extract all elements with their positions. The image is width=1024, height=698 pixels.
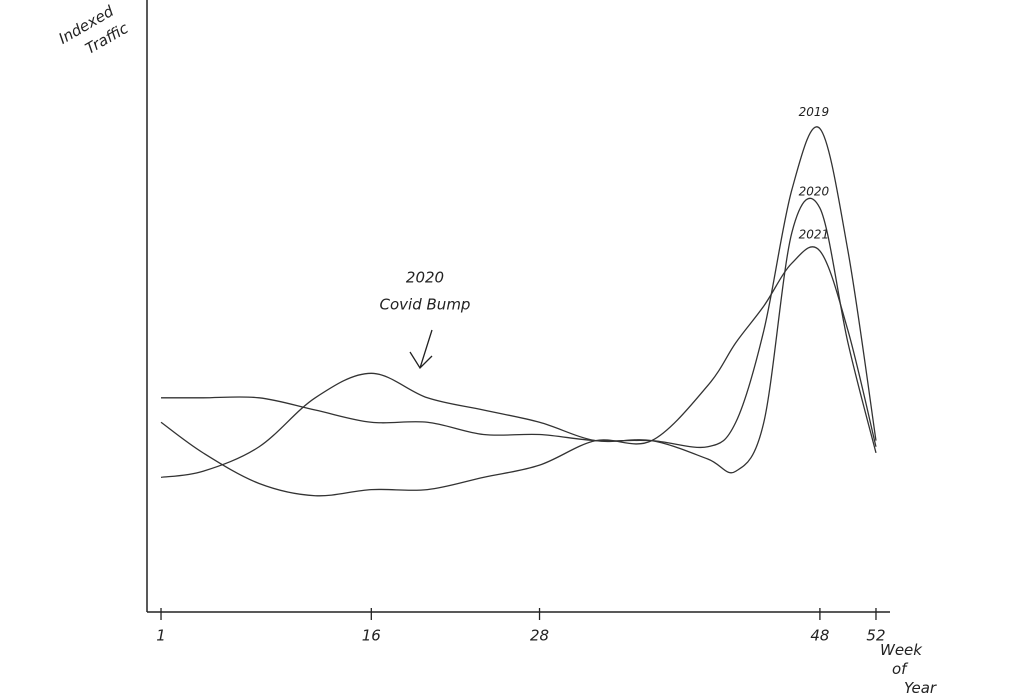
y-axis-label-text: IndexedTraffic	[55, 0, 132, 66]
annotation: 2020	[406, 269, 444, 287]
x-tick-label: 52	[866, 627, 885, 645]
series-line	[161, 126, 877, 449]
x-tick-label: 48	[810, 627, 829, 645]
series-label: 2021	[799, 227, 830, 241]
y-axis-label: IndexedTraffic	[55, 0, 132, 66]
x-tick-label: 1	[156, 627, 166, 645]
annotation-arrow	[409, 329, 433, 370]
x-tick-label: 16	[362, 627, 381, 645]
x-tick-label: 28	[530, 627, 549, 645]
series-label: 2020	[799, 185, 830, 199]
x-axis-label: Week of Year	[880, 641, 937, 697]
annotation: Covid Bump	[380, 296, 471, 314]
series-label: 2019	[799, 105, 830, 119]
series-line	[160, 197, 877, 479]
series-line	[160, 246, 877, 497]
